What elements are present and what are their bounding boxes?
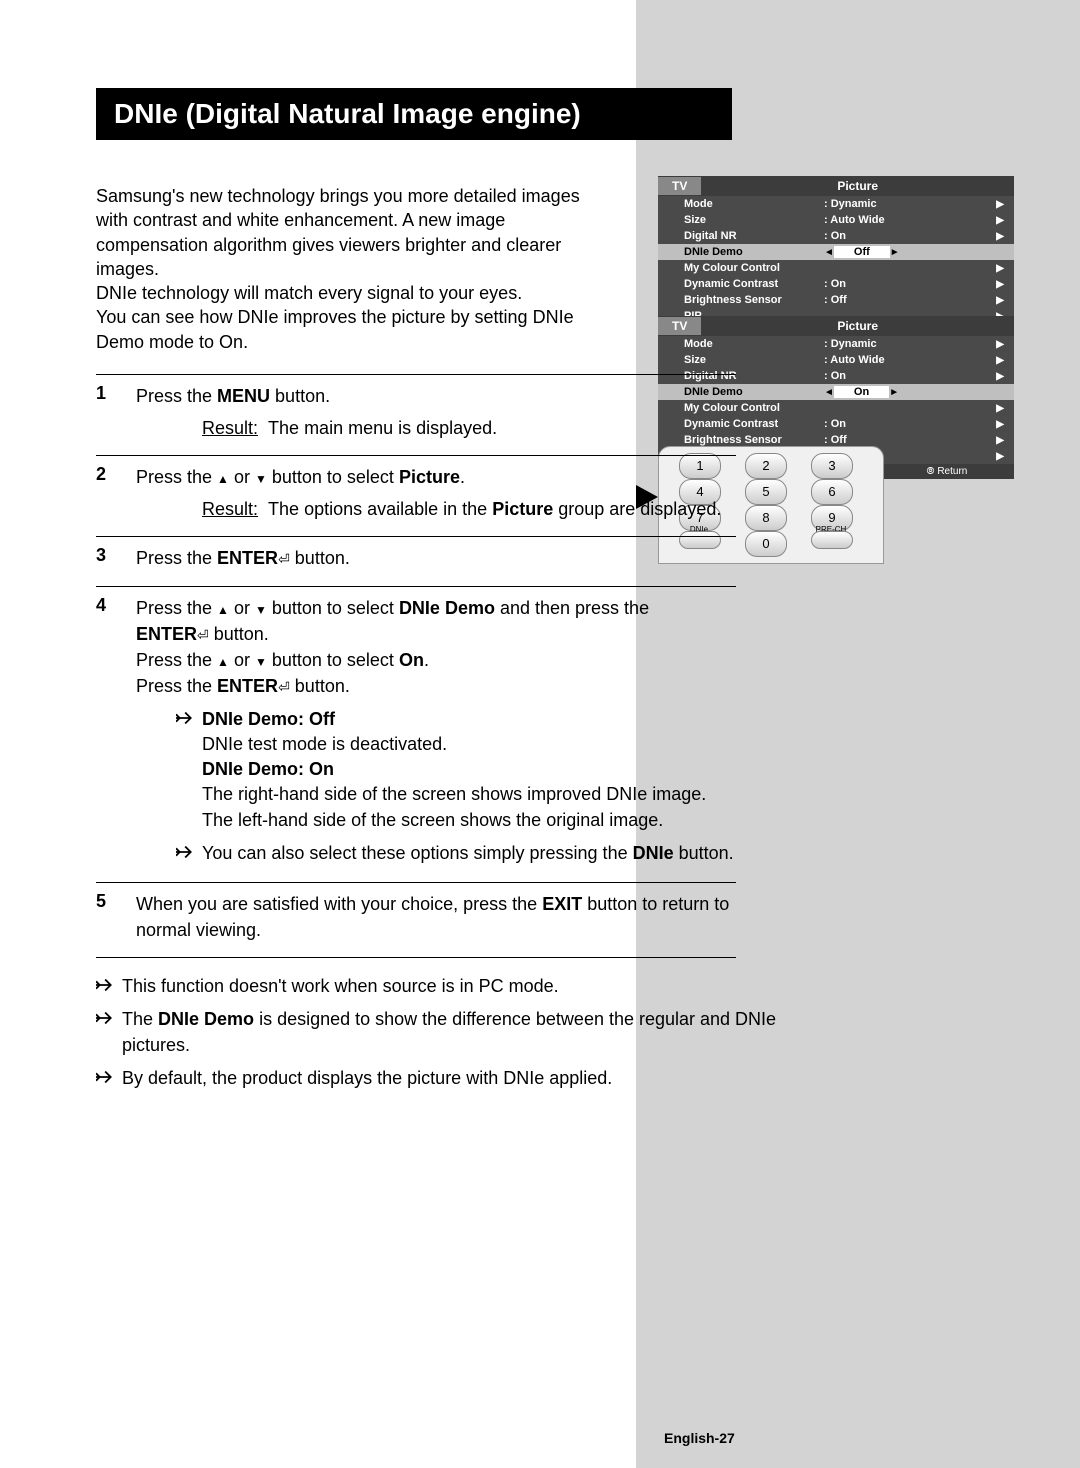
intro-text: Samsung's new technology brings you more… bbox=[96, 184, 616, 354]
down-icon bbox=[255, 650, 267, 670]
t: button. bbox=[290, 548, 350, 568]
up-icon bbox=[217, 598, 229, 618]
t: You can also select these options simply… bbox=[202, 843, 633, 863]
note-arrow-icon bbox=[96, 1066, 122, 1091]
t: button. bbox=[674, 843, 734, 863]
t: Press the bbox=[136, 598, 217, 618]
enter-label: ENTER bbox=[217, 676, 278, 696]
down-icon bbox=[255, 467, 267, 487]
exit-label: EXIT bbox=[542, 894, 582, 914]
t: button. bbox=[270, 386, 330, 406]
on-label: On bbox=[399, 650, 424, 670]
menu-label: MENU bbox=[217, 386, 270, 406]
t: button. bbox=[209, 624, 269, 644]
enter-icon bbox=[278, 548, 290, 568]
t: and then press the bbox=[495, 598, 649, 618]
note-dnie-button: You can also select these options simply… bbox=[176, 841, 736, 866]
t: Press the bbox=[136, 548, 217, 568]
t: By default, the product displays the pic… bbox=[122, 1066, 612, 1091]
t: When you are satisfied with your choice,… bbox=[136, 894, 542, 914]
intro-2: DNIe technology will match every signal … bbox=[96, 283, 522, 303]
step-4: 4 Press the or button to select DNIe Dem… bbox=[96, 586, 736, 883]
picture-label: Picture bbox=[399, 467, 460, 487]
t: The options available in the bbox=[268, 499, 492, 519]
result-label: Result: bbox=[202, 499, 258, 519]
result-label: Result: bbox=[202, 418, 258, 438]
note-arrow-icon bbox=[96, 974, 122, 999]
dnie-label: DNIe bbox=[633, 843, 674, 863]
step-num: 2 bbox=[96, 464, 136, 528]
page-number: English-27 bbox=[664, 1430, 735, 1446]
dnie-demo-label: DNIe Demo bbox=[399, 598, 495, 618]
down-icon bbox=[255, 598, 267, 618]
step-num: 5 bbox=[96, 891, 136, 949]
enter-label: ENTER bbox=[217, 548, 278, 568]
footer-notes: This function doesn't work when source i… bbox=[96, 974, 816, 1091]
up-icon bbox=[217, 650, 229, 670]
picture-label: Picture bbox=[492, 499, 553, 519]
step-5: 5 When you are satisfied with your choic… bbox=[96, 882, 736, 958]
t: DNIe test mode is deactivated. bbox=[202, 734, 447, 754]
step-num: 3 bbox=[96, 545, 136, 577]
t: DNIe Demo: Off bbox=[202, 709, 335, 729]
steps-list: 1 Press the MENU button. Result: The mai… bbox=[96, 374, 736, 958]
t: . bbox=[424, 650, 429, 670]
step-3: 3 Press the ENTER button. bbox=[96, 536, 736, 585]
page-title: DNIe (Digital Natural Image engine) bbox=[96, 88, 732, 140]
t: This function doesn't work when source i… bbox=[122, 974, 559, 999]
intro-1: Samsung's new technology brings you more… bbox=[96, 186, 580, 279]
note-arrow-icon bbox=[176, 707, 202, 833]
enter-icon bbox=[278, 676, 290, 696]
t: Press the bbox=[136, 650, 217, 670]
t: button to select bbox=[267, 598, 399, 618]
note-arrow-icon bbox=[96, 1007, 122, 1057]
intro-3: You can see how DNIe improves the pictur… bbox=[96, 307, 574, 351]
up-icon bbox=[217, 467, 229, 487]
t: Press the bbox=[136, 467, 217, 487]
t: button to select bbox=[267, 467, 399, 487]
t: Press the bbox=[136, 676, 217, 696]
t: The bbox=[122, 1009, 158, 1029]
enter-label: ENTER bbox=[136, 624, 197, 644]
t: . bbox=[460, 467, 465, 487]
step-num: 4 bbox=[96, 595, 136, 875]
step-1: 1 Press the MENU button. Result: The mai… bbox=[96, 374, 736, 455]
t: The main menu is displayed. bbox=[268, 418, 497, 438]
note-dnie-off: DNIe Demo: Off DNIe test mode is deactiv… bbox=[176, 707, 736, 833]
enter-icon bbox=[197, 624, 209, 644]
remote-pointer-icon bbox=[636, 485, 658, 509]
t: DNIe Demo: On bbox=[202, 759, 334, 779]
t: The right-hand side of the screen shows … bbox=[202, 784, 706, 829]
t: Press the bbox=[136, 386, 217, 406]
t: button to select bbox=[267, 650, 399, 670]
t: button. bbox=[290, 676, 350, 696]
note-arrow-icon bbox=[176, 841, 202, 866]
step-num: 1 bbox=[96, 383, 136, 447]
t: DNIe Demo bbox=[158, 1009, 254, 1029]
